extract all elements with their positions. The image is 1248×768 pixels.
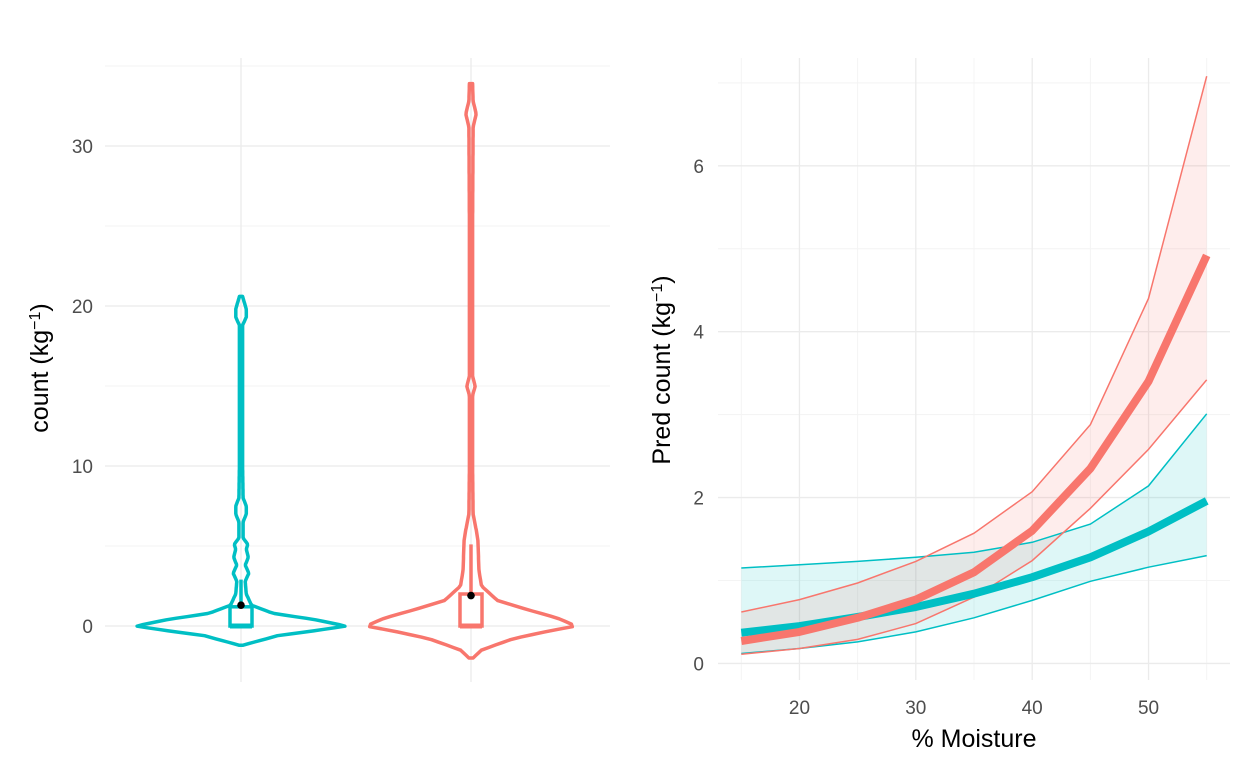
prediction-ticks: 20 30 40 50 0 2 4 6 [693, 157, 1159, 719]
violin-y-tick-label: 10 [72, 457, 93, 478]
violin-y-tick-label: 30 [72, 137, 93, 158]
prediction-x-tick-label: 30 [905, 698, 926, 719]
violin-y-tick-label: 0 [82, 617, 93, 638]
violin-chart: 0 10 20 30 count (kg−1) [26, 58, 610, 682]
violin-y-ticks: 0 10 20 30 [72, 137, 93, 638]
violin-y-axis-label: count (kg−1) [26, 303, 54, 432]
lower-bound-line [741, 554, 1207, 655]
violin-grid [105, 58, 610, 682]
box-iqr [228, 605, 254, 628]
prediction-lines [740, 76, 1211, 656]
fitted-line [740, 497, 1209, 637]
prediction-y-tick-label: 4 [693, 323, 704, 344]
prediction-y-tick-label: 0 [693, 654, 704, 675]
violin-outline [367, 81, 575, 660]
confidence-band [741, 413, 1207, 654]
prediction-x-tick-label: 20 [789, 698, 810, 719]
prediction-y-tick-label: 2 [693, 489, 704, 510]
prediction-x-tick-label: 40 [1022, 698, 1043, 719]
mean-point [467, 591, 475, 600]
fitted-line [740, 253, 1211, 645]
upper-bound-line [741, 76, 1208, 613]
confidence-bands [741, 76, 1207, 655]
violin-y-tick-label: 20 [72, 297, 93, 318]
prediction-x-tick-label: 50 [1138, 698, 1159, 719]
prediction-chart: 20 30 40 50 0 2 4 6 % Moisture Pred count (kg−1… [648, 58, 1230, 753]
prediction-x-axis-label: % Moisture [911, 725, 1036, 753]
confidence-band [741, 76, 1207, 655]
violins [135, 81, 575, 660]
mean-point [237, 601, 245, 609]
upper-bound-line [741, 413, 1208, 569]
prediction-y-axis-label: Pred count (kg−1) [648, 275, 676, 464]
prediction-y-tick-label: 6 [693, 157, 704, 178]
violin-outline [135, 294, 347, 647]
